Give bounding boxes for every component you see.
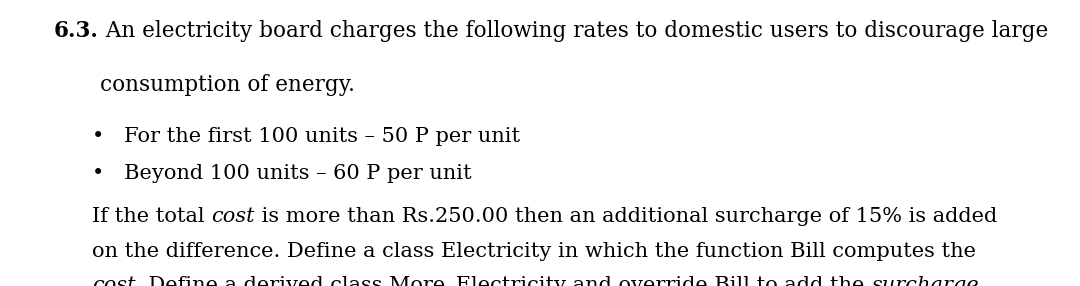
Text: cost: cost: [92, 276, 135, 286]
Text: on the difference. Define a class Electricity in which the function Bill compute: on the difference. Define a class Electr…: [92, 242, 976, 261]
Text: •   Beyond 100 units – 60 P per unit: • Beyond 100 units – 60 P per unit: [92, 164, 472, 183]
Text: . Define a derived class More_Electricity and override Bill to add the: . Define a derived class More_Electricit…: [135, 276, 872, 286]
Text: is more than Rs.250.00 then an additional surcharge of 15% is added: is more than Rs.250.00 then an additiona…: [255, 207, 997, 226]
Text: surcharge: surcharge: [872, 276, 980, 286]
Text: .: .: [980, 276, 986, 286]
Text: 6.3.: 6.3.: [54, 20, 99, 42]
Text: An electricity board charges the following rates to domestic users to discourage: An electricity board charges the followi…: [99, 20, 1048, 42]
Text: •   For the first 100 units – 50 P per unit: • For the first 100 units – 50 P per uni…: [92, 127, 519, 146]
Text: cost: cost: [211, 207, 255, 226]
Text: consumption of energy.: consumption of energy.: [100, 74, 355, 96]
Text: If the total: If the total: [92, 207, 211, 226]
